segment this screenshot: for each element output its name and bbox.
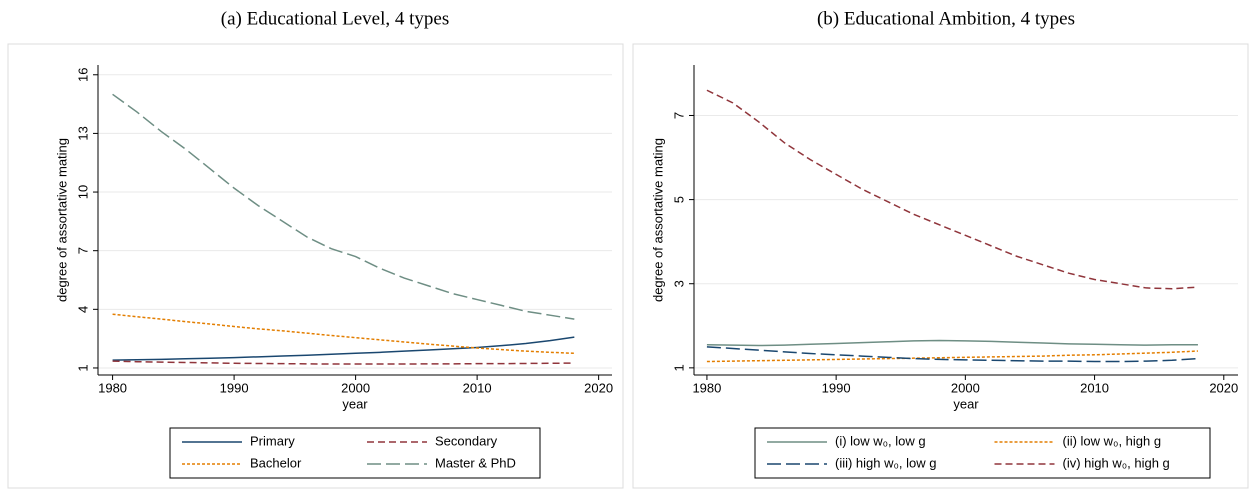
x-tick-label: 2010 xyxy=(463,380,492,395)
x-axis-label: year xyxy=(953,396,979,411)
x-tick-label: 2020 xyxy=(1209,380,1238,395)
line-series xyxy=(112,313,575,355)
x-tick-label: 1980 xyxy=(692,380,721,395)
x-tick-label: 1990 xyxy=(220,380,249,395)
x-tick-label: 2010 xyxy=(1080,380,1109,395)
legend-label: Primary xyxy=(250,433,295,448)
y-tick-label: 1 xyxy=(75,364,90,371)
y-tick-label: 1 xyxy=(671,364,686,371)
legend-label: Bachelor xyxy=(250,455,302,470)
line-series xyxy=(706,346,1198,363)
legend-label: (ii) low w₀, high g xyxy=(1063,433,1162,448)
x-tick-label: 2000 xyxy=(341,380,370,395)
chart-title: (b) Educational Ambition, 4 types xyxy=(817,8,1075,29)
legend-box xyxy=(169,427,541,479)
x-tick-label: 1980 xyxy=(98,380,127,395)
line-series xyxy=(112,93,575,320)
line-series xyxy=(112,336,575,361)
line-series xyxy=(706,350,1198,363)
legend-label: (iv) high w₀, high g xyxy=(1063,455,1170,470)
y-tick-label: 10 xyxy=(75,185,90,199)
line-series xyxy=(706,339,1198,347)
legend-label: Master & PhD xyxy=(435,455,516,470)
x-axis-label: year xyxy=(342,396,368,411)
y-tick-label: 3 xyxy=(671,280,686,287)
y-tick-label: 13 xyxy=(75,126,90,140)
y-tick-label: 4 xyxy=(75,306,90,313)
panel-frame xyxy=(7,43,624,489)
line-series xyxy=(706,89,1198,290)
panel-frame xyxy=(632,43,1249,489)
legend-box xyxy=(754,427,1211,479)
legend-label: (i) low w₀, low g xyxy=(835,433,926,448)
line-series xyxy=(112,360,575,365)
y-tick-label: 7 xyxy=(671,112,686,119)
x-tick-label: 1990 xyxy=(822,380,851,395)
x-tick-label: 2020 xyxy=(584,380,613,395)
y-tick-label: 16 xyxy=(75,68,90,82)
chart-title: (a) Educational Level, 4 types xyxy=(221,8,449,29)
legend-label: Secondary xyxy=(435,433,498,448)
legend-label: (iii) high w₀, low g xyxy=(835,455,936,470)
y-tick-label: 5 xyxy=(671,196,686,203)
y-tick-label: 7 xyxy=(75,247,90,254)
y-axis-label: degree of assortative mating xyxy=(54,138,69,302)
x-tick-label: 2000 xyxy=(951,380,980,395)
y-axis-label: degree of assortative mating xyxy=(650,138,665,302)
